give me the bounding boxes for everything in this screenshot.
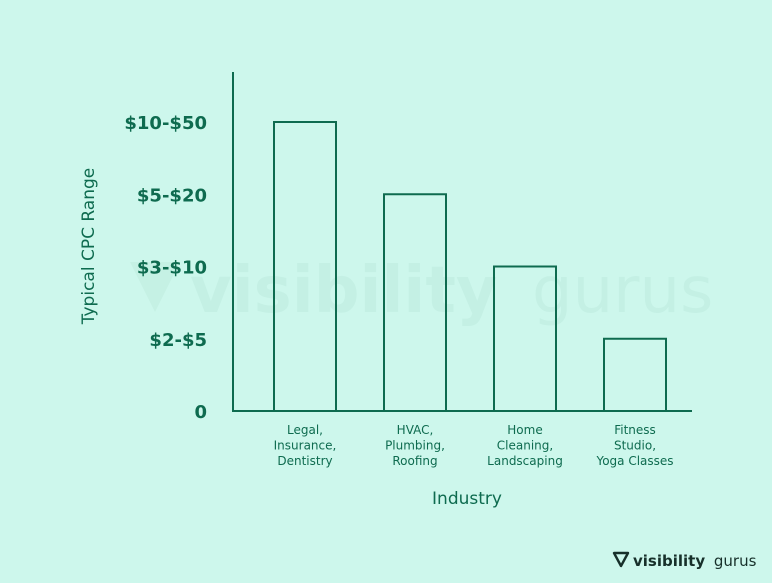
x-tick-label: Home Cleaning, Landscaping (487, 423, 563, 468)
watermark-text: visibility gurus (190, 254, 713, 328)
watermark: visibility gurus (130, 254, 713, 328)
watermark-word-light: gurus (532, 254, 713, 328)
watermark-logo-icon (130, 262, 180, 312)
x-tick-label-line: Insurance, (274, 439, 337, 453)
x-tick-label-line: HVAC, (397, 423, 434, 437)
x-tick-label-line: Yoga Classes (595, 454, 673, 468)
x-tick-label: HVAC, Plumbing, Roofing (385, 423, 445, 468)
x-tick-label: Fitness Studio, Yoga Classes (595, 423, 673, 468)
x-tick-label-line: Cleaning, (497, 439, 553, 453)
x-tick-label: Legal, Insurance, Dentistry (274, 423, 337, 468)
x-tick-label-line: Fitness (614, 423, 656, 437)
y-tick-label: 0 (194, 402, 207, 423)
brand-name-bold: visibility (633, 552, 705, 570)
brand-name-light: gurus (714, 552, 757, 570)
y-tick-label: $2-$5 (149, 330, 207, 351)
y-tick-label: $3-$10 (137, 258, 207, 279)
v-logo-icon (612, 551, 630, 568)
y-tick-label: $10-$50 (124, 113, 207, 134)
x-tick-labels: Legal, Insurance, Dentistry HVAC, Plumbing, R… (274, 423, 674, 468)
x-axis-title: Industry (432, 489, 502, 509)
x-tick-label-line: Plumbing, (385, 439, 445, 453)
x-tick-label-line: Roofing (392, 454, 437, 468)
x-tick-label-line: Home (507, 423, 542, 437)
x-tick-label-line: Landscaping (487, 454, 563, 468)
x-tick-label-line: Studio, (614, 439, 656, 453)
x-tick-label-line: Dentistry (277, 454, 332, 468)
y-tick-labels: 0 $2-$5 $3-$10 $5-$20 $10-$50 (124, 113, 207, 423)
brand-name: visibility gurus (633, 552, 757, 570)
x-tick-label-line: Legal, (287, 423, 323, 437)
brand-logo: visibility gurus (612, 551, 757, 570)
bar (603, 337, 667, 412)
y-axis-title: Typical CPC Range (79, 168, 99, 325)
y-tick-label: $5-$20 (137, 185, 207, 206)
watermark-word-bold: visibility (190, 254, 498, 328)
